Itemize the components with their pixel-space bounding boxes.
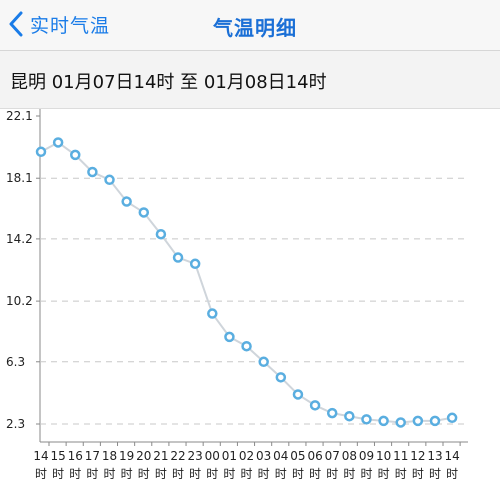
data-point — [241, 340, 252, 352]
x-tick-unit: 时 — [189, 467, 201, 481]
x-tick-unit: 时 — [378, 467, 390, 481]
data-point — [275, 372, 287, 383]
x-tick-label: 17 — [85, 449, 100, 463]
data-point — [35, 146, 47, 158]
data-point — [155, 228, 167, 240]
data-point — [121, 196, 132, 207]
x-tick-label: 07 — [325, 449, 340, 463]
x-tick-unit: 时 — [52, 467, 64, 481]
x-tick-label: 03 — [256, 449, 271, 463]
back-button-label: 实时气温 — [30, 14, 111, 37]
x-tick-label: 22 — [170, 449, 185, 463]
data-point — [378, 415, 389, 427]
x-tick-unit: 时 — [429, 467, 441, 481]
y-tick-label: 22.1 — [6, 109, 33, 123]
x-tick-label: 14 — [33, 449, 48, 463]
x-tick-label: 01 — [222, 449, 237, 463]
page-title: 气温明细 — [213, 16, 297, 40]
data-point — [258, 356, 269, 368]
x-tick-label: 10 — [376, 449, 391, 463]
y-tick-label: 6.3 — [6, 355, 25, 369]
x-tick-label: 11 — [393, 449, 408, 463]
date-range-bar: 昆明 01月07日14时 至 01月08日14时 — [0, 51, 500, 109]
data-point — [429, 415, 441, 427]
x-tick-label: 08 — [342, 449, 357, 463]
data-point — [189, 258, 201, 270]
date-range-text: 昆明 01月07日14时 至 01月08日14时 — [10, 72, 327, 93]
x-tick-label: 15 — [50, 449, 65, 463]
data-point — [172, 252, 184, 263]
data-point — [395, 417, 406, 428]
x-tick-unit: 时 — [258, 467, 270, 481]
x-tick-unit: 时 — [343, 467, 355, 481]
x-tick-label: 18 — [102, 449, 117, 463]
data-point — [138, 207, 150, 218]
data-point — [292, 389, 304, 400]
x-tick-unit: 时 — [172, 467, 184, 481]
x-tick-unit: 时 — [446, 467, 458, 481]
x-tick-label: 06 — [307, 449, 322, 463]
x-tick-label: 16 — [68, 449, 83, 463]
data-point — [412, 415, 424, 427]
x-tick-label: 20 — [136, 449, 151, 463]
x-tick-label: 14 — [444, 449, 459, 463]
x-tick-unit: 时 — [275, 467, 287, 481]
data-point — [446, 412, 458, 424]
x-tick-unit: 时 — [86, 467, 98, 481]
x-tick-unit: 时 — [360, 467, 372, 481]
x-tick-label: 00 — [205, 449, 220, 463]
x-tick-label: 04 — [273, 449, 288, 463]
x-tick-unit: 时 — [326, 467, 338, 481]
y-tick-label: 2.3 — [6, 417, 25, 431]
back-button[interactable]: 实时气温 — [8, 6, 110, 42]
temperature-series-line — [40, 141, 453, 424]
x-tick-label: 21 — [153, 449, 168, 463]
temperature-chart-area: 22.1 18.1 14.2 10.2 6.3 2.3 14 时 15 时 16 时 17 时 18 时 19 时… — [0, 109, 500, 485]
data-point — [326, 407, 338, 419]
x-tick-label: 05 — [290, 449, 305, 463]
x-tick-unit: 时 — [138, 467, 150, 481]
data-point — [344, 410, 355, 422]
data-point — [104, 174, 115, 186]
x-tick-unit: 时 — [292, 467, 304, 481]
x-tick-unit: 时 — [35, 467, 47, 481]
x-tick-label: 12 — [410, 449, 425, 463]
x-tick-unit: 时 — [121, 467, 133, 481]
x-tick-label: 13 — [427, 449, 442, 463]
x-tick-unit: 时 — [69, 467, 81, 481]
x-tick-unit: 时 — [155, 467, 167, 481]
x-tick-unit: 时 — [412, 467, 424, 481]
data-point — [70, 149, 81, 161]
x-tick-unit: 时 — [309, 467, 321, 481]
temperature-line-chart: 22.118.114.210.26.32.314时15时16时17时18时19时… — [6, 109, 468, 481]
x-tick-label: 23 — [188, 449, 203, 463]
data-point — [224, 331, 235, 343]
x-tick-label: 09 — [359, 449, 374, 463]
data-point — [207, 308, 218, 319]
x-tick-unit: 时 — [206, 467, 218, 481]
x-tick-unit: 时 — [223, 467, 235, 481]
data-point — [361, 414, 372, 425]
x-tick-unit: 时 — [395, 467, 407, 481]
y-tick-label: 18.1 — [6, 171, 33, 185]
y-tick-label: 10.2 — [6, 294, 33, 308]
x-tick-unit: 时 — [104, 467, 116, 481]
x-tick-label: 19 — [119, 449, 134, 463]
data-point — [87, 166, 98, 178]
x-tick-unit: 时 — [241, 467, 253, 481]
chevron-left-icon — [8, 11, 24, 37]
data-point — [309, 400, 321, 411]
y-tick-label: 14.2 — [6, 232, 33, 246]
x-tick-label: 02 — [239, 449, 254, 463]
navigation-bar: 实时气温 气温明细 — [0, 0, 500, 51]
data-point — [52, 137, 64, 148]
